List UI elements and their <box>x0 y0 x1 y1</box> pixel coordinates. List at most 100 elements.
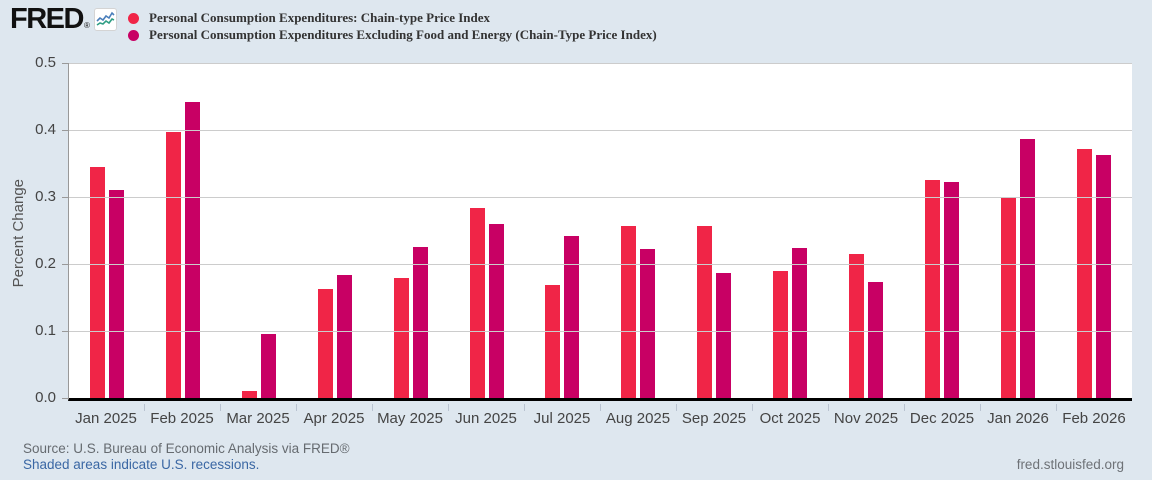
bar-group <box>828 63 904 398</box>
bar[interactable] <box>1020 138 1036 398</box>
bar[interactable] <box>260 334 276 398</box>
bar-group <box>373 63 449 398</box>
x-axis-labels: Jan 2025 Feb 2025 Mar 2025 Apr 2025 May 2025… <box>68 410 1132 427</box>
month-label: Nov 2025 <box>833 410 899 427</box>
bar[interactable] <box>89 166 105 398</box>
y-tick-mark <box>62 130 69 131</box>
x-tick-mark <box>296 404 297 411</box>
bar[interactable] <box>773 270 789 398</box>
month-label: Aug 2025 <box>605 410 671 427</box>
fred-logo-text: FRED <box>10 3 84 35</box>
bar-group <box>1056 63 1132 398</box>
bar[interactable] <box>165 132 181 398</box>
bar-group <box>752 63 828 398</box>
x-tick-mark <box>828 404 829 411</box>
gridline <box>69 130 1132 131</box>
bar[interactable] <box>545 285 561 398</box>
x-tick-mark <box>600 404 601 411</box>
month-label: Oct 2025 <box>759 410 821 427</box>
bar[interactable] <box>184 101 200 398</box>
bar[interactable] <box>317 288 333 398</box>
bar-group <box>980 63 1056 398</box>
bar[interactable] <box>488 223 504 398</box>
bar-group <box>221 63 297 398</box>
bar[interactable] <box>697 226 713 398</box>
month-label: May 2025 <box>377 410 443 427</box>
legend-item-core-pce[interactable]: Personal Consumption Expenditures Exclud… <box>128 28 657 42</box>
month-label: Jul 2025 <box>533 410 591 427</box>
month-label: Feb 2026 <box>1062 410 1126 427</box>
x-tick-mark <box>676 404 677 411</box>
bar-group <box>904 63 980 398</box>
x-tick-mark <box>980 404 981 411</box>
x-tick-mark <box>752 404 753 411</box>
month-label: Apr 2025 <box>303 410 365 427</box>
bar-group <box>449 63 525 398</box>
registered-mark: ® <box>83 21 90 30</box>
bar[interactable] <box>469 208 485 398</box>
bar[interactable] <box>108 190 124 398</box>
bar[interactable] <box>792 247 808 398</box>
month-label: Jan 2025 <box>75 410 137 427</box>
y-tick-mark <box>62 197 69 198</box>
bar[interactable] <box>1001 197 1017 398</box>
bar[interactable] <box>1076 149 1092 398</box>
bar[interactable] <box>849 253 865 398</box>
month-label: Sep 2025 <box>681 410 747 427</box>
y-tick-label: 0.0 <box>35 389 56 406</box>
month-label: Jun 2025 <box>455 410 517 427</box>
recessions-link[interactable]: Shaded areas indicate U.S. recessions. <box>23 457 260 472</box>
bar-group <box>600 63 676 398</box>
x-tick-mark <box>144 404 145 411</box>
bar[interactable] <box>640 249 656 398</box>
bar[interactable] <box>716 273 732 398</box>
y-tick-label: 0.3 <box>35 188 56 205</box>
bar-group <box>525 63 601 398</box>
bar[interactable] <box>621 225 637 398</box>
y-tick-label: 0.4 <box>35 121 56 138</box>
fred-sparkline-icon <box>93 7 117 31</box>
bar-group <box>145 63 221 398</box>
x-tick-mark <box>448 404 449 411</box>
x-tick-mark <box>1056 404 1057 411</box>
bar[interactable] <box>925 180 941 398</box>
legend-label: Personal Consumption Expenditures Exclud… <box>149 27 657 42</box>
month-label: Mar 2025 <box>226 410 290 427</box>
gridline <box>69 331 1132 332</box>
gridline <box>69 63 1132 64</box>
gridline <box>69 197 1132 198</box>
legend-label: Personal Consumption Expenditures: Chain… <box>149 10 491 25</box>
y-tick-label: 0.2 <box>35 255 56 272</box>
y-axis-title: Percent Change <box>9 179 27 288</box>
x-tick-mark <box>904 404 905 411</box>
bar[interactable] <box>241 390 257 398</box>
bar[interactable] <box>868 282 884 398</box>
bar[interactable] <box>564 235 580 398</box>
legend: Personal Consumption Expenditures: Chain… <box>128 11 657 45</box>
x-tick-mark <box>372 404 373 411</box>
y-tick-mark <box>62 398 69 399</box>
x-tick-mark <box>220 404 221 411</box>
bar[interactable] <box>336 275 352 398</box>
bar[interactable] <box>1095 155 1111 398</box>
legend-dot-icon <box>128 29 139 41</box>
bars-layer <box>69 63 1132 398</box>
bar[interactable] <box>944 182 960 398</box>
x-axis-ticks <box>68 404 1132 411</box>
legend-dot-icon <box>128 12 139 24</box>
y-tick-mark <box>62 264 69 265</box>
month-label: Dec 2025 <box>909 410 975 427</box>
gridline <box>69 264 1132 265</box>
legend-item-pce[interactable]: Personal Consumption Expenditures: Chain… <box>128 11 657 25</box>
bar-group <box>297 63 373 398</box>
bar-group <box>676 63 752 398</box>
fred-site-link[interactable]: fred.stlouisfed.org <box>1016 457 1124 472</box>
month-label: Feb 2025 <box>150 410 214 427</box>
y-tick-mark <box>62 63 69 64</box>
x-tick-mark <box>524 404 525 411</box>
y-tick-label: 0.1 <box>35 322 56 339</box>
bar[interactable] <box>393 278 409 398</box>
bar[interactable] <box>412 247 428 398</box>
fred-logo[interactable]: FRED ® <box>10 3 117 35</box>
